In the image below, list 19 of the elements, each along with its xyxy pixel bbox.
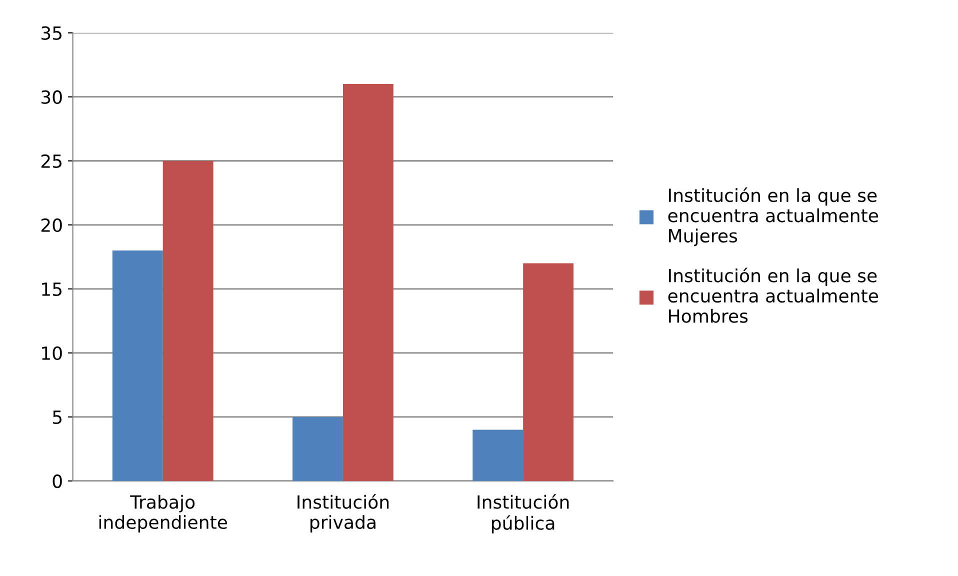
x-tick-label: Institución pública xyxy=(478,494,569,534)
y-tick-label: 20 xyxy=(41,218,62,232)
bar xyxy=(112,250,163,481)
x-tick-label: Institución privada xyxy=(298,494,389,533)
y-tick-label: 0 xyxy=(52,474,62,488)
legend-label: Institución en la que se encuentra actualmente Mujeres xyxy=(668,187,878,246)
x-tick-label: Trabajo independiente xyxy=(99,494,228,533)
legend-label: Institución en la que se encuentra actualmente Hombres xyxy=(668,268,878,323)
y-tick-label: 15 xyxy=(42,282,62,296)
y-tick-label: 25 xyxy=(41,154,62,168)
bar xyxy=(162,160,214,481)
bar xyxy=(342,84,394,481)
y-tick-label: 30 xyxy=(41,90,62,104)
bar xyxy=(472,430,524,481)
y-tick-label: 5 xyxy=(52,410,62,424)
bar xyxy=(523,263,574,481)
y-tick-label: 35 xyxy=(41,26,62,40)
y-tick-label: 10 xyxy=(42,346,62,360)
bar xyxy=(292,416,343,481)
